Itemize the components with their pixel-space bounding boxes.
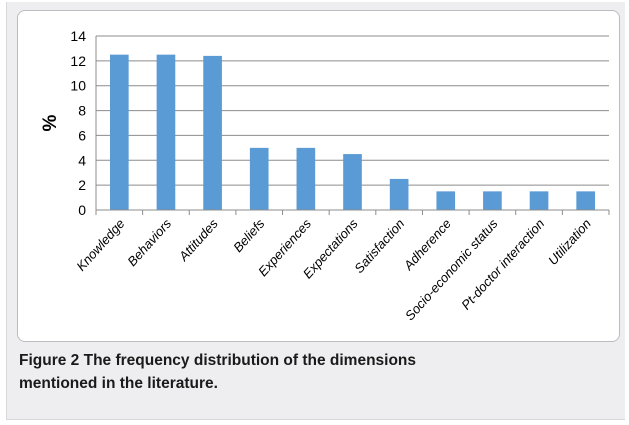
- y-axis-label: %: [40, 114, 61, 131]
- axes: [95, 36, 610, 215]
- bar: [436, 191, 456, 210]
- x-tick-label: Knowledge: [73, 216, 127, 274]
- x-tick-label: Behaviors: [124, 216, 174, 269]
- bars: [109, 54, 596, 211]
- y-tick-label: 8: [78, 103, 86, 119]
- figure-caption-text: The frequency distribution of the dimens…: [19, 352, 417, 392]
- bar: [249, 147, 269, 210]
- x-tick-label: Pt-doctor interaction: [458, 216, 547, 312]
- x-tick-label: Satisfaction: [351, 216, 407, 276]
- chart-frame: 0 2 4 6 8 10 12 14 Knowledge Behaviors Attitudes B…: [17, 10, 620, 342]
- y-tick-label: 0: [78, 202, 86, 218]
- x-tick-label: Socio-economic status: [402, 216, 501, 324]
- x-tick-label: Utilization: [545, 216, 594, 268]
- y-tick-label: 12: [70, 53, 86, 69]
- y-tick-label: 4: [78, 152, 86, 168]
- bar: [389, 178, 409, 210]
- bar: [296, 147, 316, 210]
- figure-caption: Figure 2 The frequency distribution of t…: [19, 349, 449, 395]
- figure-panel: 0 2 4 6 8 10 12 14 Knowledge Behaviors Attitudes B…: [6, 2, 625, 420]
- x-tick-label: Beliefs: [230, 216, 268, 255]
- x-tick-label: Attitudes: [175, 216, 221, 265]
- bar: [576, 191, 596, 210]
- figure-caption-label: Figure 2: [19, 352, 80, 369]
- y-tick-labels: 0 2 4 6 8 10 12 14: [70, 28, 86, 218]
- gridlines: [96, 35, 609, 186]
- y-tick-label: 10: [70, 78, 86, 94]
- bar: [156, 54, 176, 211]
- y-tick-label: 14: [70, 28, 86, 44]
- bar: [343, 154, 362, 210]
- y-tick-label: 2: [78, 177, 86, 193]
- bar: [109, 54, 129, 211]
- bar: [483, 191, 502, 210]
- y-tick-label: 6: [78, 127, 86, 143]
- bar: [203, 55, 222, 211]
- bar: [529, 191, 549, 210]
